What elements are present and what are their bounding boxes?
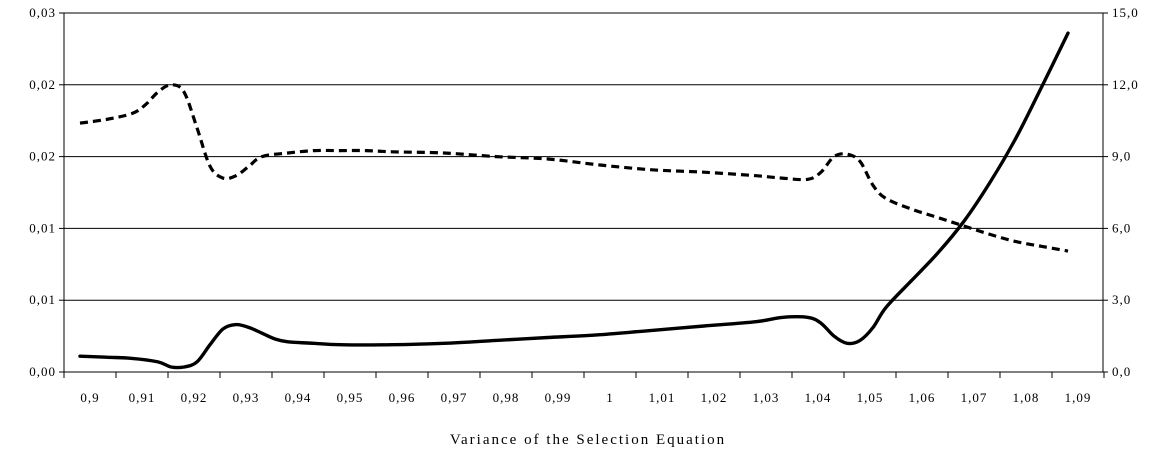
y-right-tick-label: 9,0 xyxy=(1112,149,1131,164)
x-tick-label: 0,93 xyxy=(233,390,260,405)
x-tick-label: 1 xyxy=(606,390,614,405)
y-right-tick-label: 0,0 xyxy=(1112,364,1131,379)
axes xyxy=(59,12,1108,378)
x-tick-label: 1,07 xyxy=(961,390,988,405)
x-tick-label: 1,08 xyxy=(1013,390,1040,405)
y-left-tick-label: 0,03 xyxy=(29,5,56,20)
y-left-tick-label: 0,01 xyxy=(29,292,56,307)
x-tick-label: 0,99 xyxy=(545,390,572,405)
y-right-tick-label: 15,0 xyxy=(1112,5,1139,20)
x-tick-label: 0,94 xyxy=(285,390,312,405)
y-right-tick-label: 6,0 xyxy=(1112,220,1131,235)
x-tick-label: 0,9 xyxy=(80,390,99,405)
y-left-tick-label: 0,01 xyxy=(29,220,56,235)
x-tick-label: 1,09 xyxy=(1065,390,1092,405)
series-line-solid xyxy=(78,31,1070,370)
x-tick-label: 1,05 xyxy=(857,390,884,405)
y-left-tick-label: 0,00 xyxy=(29,364,56,379)
x-tick-label: 0,95 xyxy=(337,390,364,405)
x-tick-label: 0,92 xyxy=(181,390,208,405)
x-tick-label: 1,01 xyxy=(649,390,676,405)
x-tick-label: 1,04 xyxy=(805,390,832,405)
series-layer xyxy=(78,31,1070,370)
x-tick-label: 1,03 xyxy=(753,390,780,405)
x-tick-label: 1,02 xyxy=(701,390,728,405)
gridlines xyxy=(64,12,1103,301)
y-left-tick-label: 0,02 xyxy=(29,149,56,164)
x-tick-label: 0,91 xyxy=(129,390,156,405)
x-tick-label: 0,98 xyxy=(493,390,520,405)
series-line-dashed xyxy=(79,83,1069,253)
x-tick-label: 0,96 xyxy=(389,390,416,405)
y-right-tick-label: 12,0 xyxy=(1112,77,1139,92)
y-right-tick-label: 3,0 xyxy=(1112,292,1131,307)
x-tick-label: 1,06 xyxy=(909,390,936,405)
x-tick-label: 0,97 xyxy=(441,390,468,405)
x-axis-label: Variance of the Selection Equation xyxy=(450,432,726,448)
tick-labels: 0,00 0,0 0,01 3,0 0,01 6,0 0,02 9,0 0,02 12,0 0,03… xyxy=(29,5,1139,405)
y-left-tick-label: 0,02 xyxy=(29,77,56,92)
